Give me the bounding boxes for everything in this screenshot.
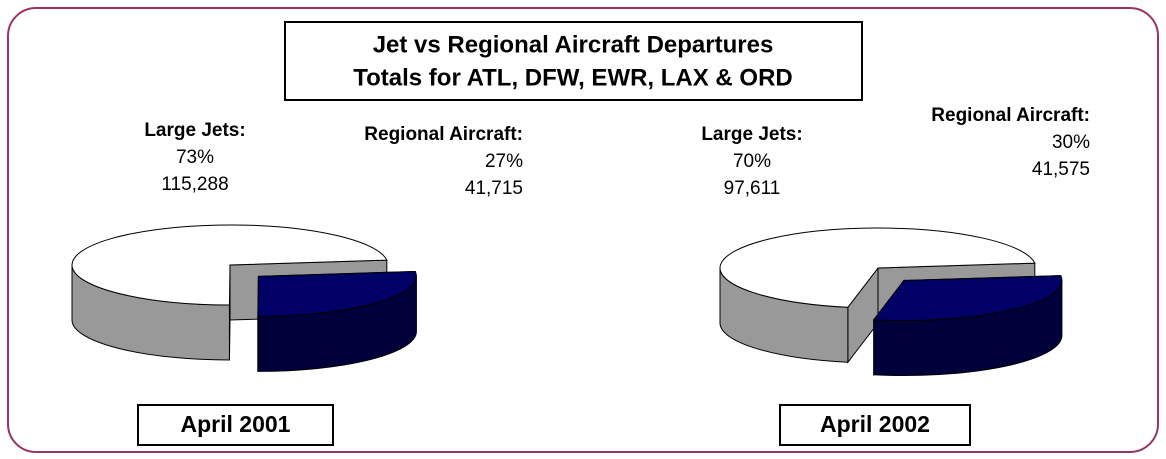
caption-box: [137, 404, 334, 446]
title-box: [284, 21, 863, 101]
chart-caption: April 2001: [181, 411, 291, 437]
chart-caption: April 2002: [820, 411, 930, 437]
slice: [872, 275, 1063, 322]
slice-label: Regional Aircraft:: [364, 124, 523, 145]
chart-title: Jet vs Regional Aircraft Departures: [373, 31, 774, 58]
slice-label: Regional Aircraft:: [931, 105, 1090, 126]
count-label: 41,575: [1032, 159, 1090, 180]
slice-label: Large Jets:: [701, 124, 802, 145]
caption-box: [779, 404, 971, 446]
value-label: 70%: [733, 151, 771, 172]
slice-label: Large Jets:: [144, 120, 245, 141]
value-label: 27%: [485, 151, 523, 172]
slice: [257, 270, 417, 317]
chart-subtitle: Totals for ATL, DFW, EWR, LAX & ORD: [353, 64, 793, 91]
value-label: 30%: [1052, 132, 1090, 153]
count-label: 97,611: [724, 178, 781, 199]
slice: [719, 227, 1036, 308]
count-label: 115,288: [161, 174, 228, 195]
value-label: 73%: [176, 147, 214, 168]
slice: [71, 224, 388, 306]
count-label: 41,715: [465, 178, 523, 199]
